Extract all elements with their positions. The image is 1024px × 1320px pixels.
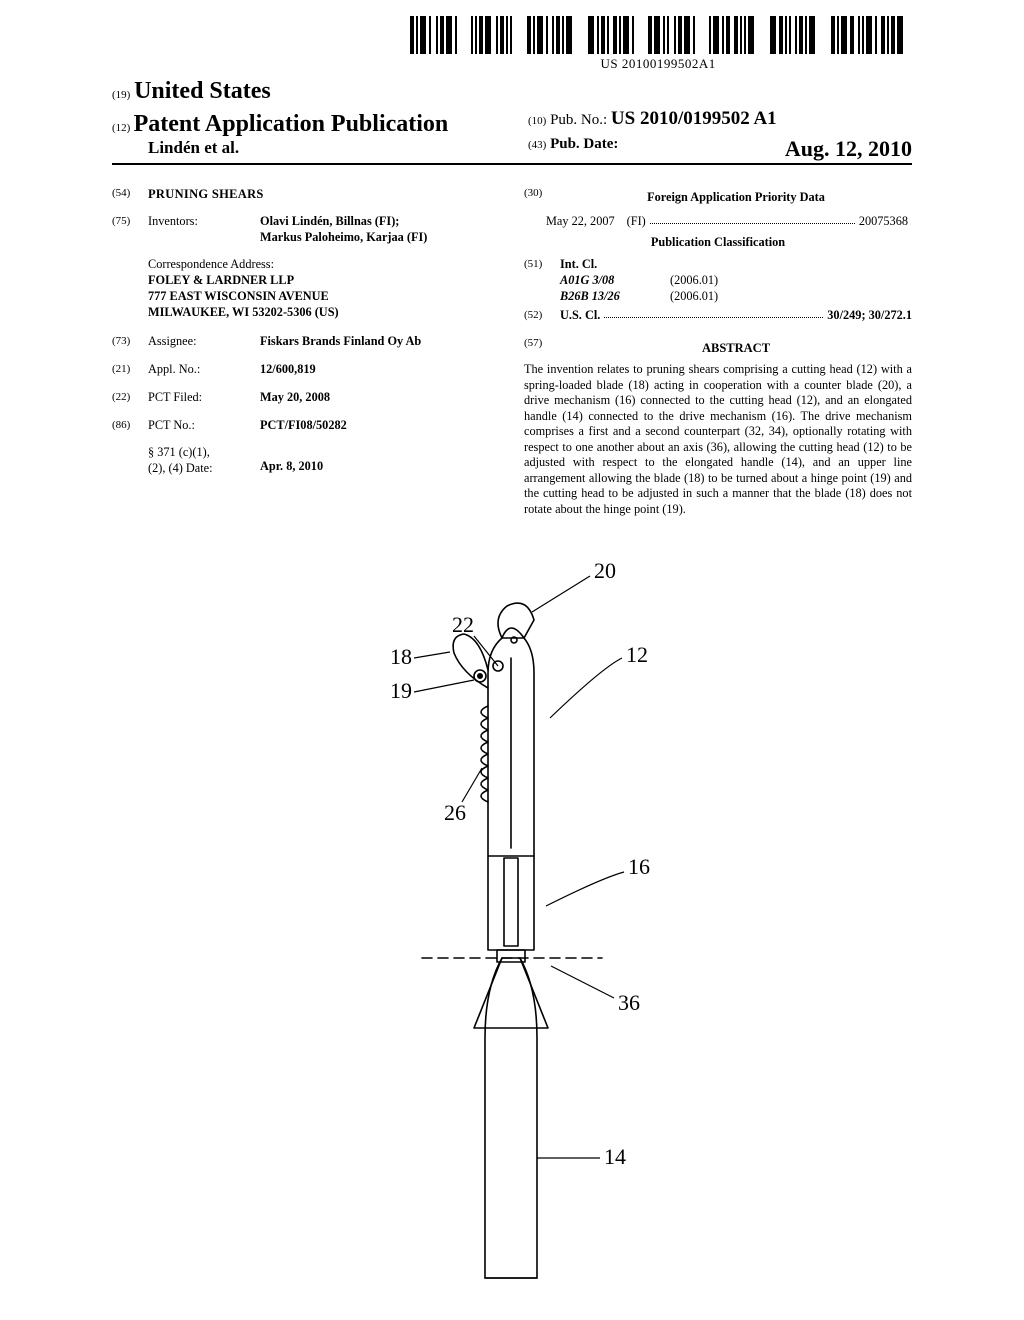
pubno: US 2010/0199502 A1 bbox=[611, 108, 777, 129]
pubdate: Aug. 12, 2010 bbox=[785, 136, 912, 162]
pct-filed-code: (22) bbox=[112, 390, 148, 406]
assignee-code: (73) bbox=[112, 334, 148, 350]
biblio-columns: (54) PRUNING SHEARS (75) Inventors: Olav… bbox=[112, 186, 912, 517]
appl-label: Appl. No.: bbox=[148, 362, 260, 378]
foreign-date: May 22, 2007 bbox=[546, 214, 615, 230]
corr-line-2: 777 EAST WISCONSIN AVENUE bbox=[148, 289, 500, 305]
figure-svg: 20 12 18 19 22 26 16 36 14 bbox=[302, 558, 722, 1288]
assignee: Fiskars Brands Finland Oy Ab bbox=[260, 334, 500, 350]
fig-label-18: 18 bbox=[390, 644, 412, 669]
intcl-2: B26B 13/26 bbox=[560, 289, 670, 305]
dotted-leader-2 bbox=[604, 308, 823, 318]
corr-label: Correspondence Address: bbox=[148, 257, 500, 273]
intcl-1-ver: (2006.01) bbox=[670, 273, 718, 287]
fig-label-19: 19 bbox=[390, 678, 412, 703]
inventors-label: Inventors: bbox=[148, 214, 260, 245]
intcl-label: Int. Cl. bbox=[560, 257, 597, 273]
s371-pad bbox=[112, 445, 148, 476]
foreign-code: (30) bbox=[524, 186, 560, 212]
header: (19) United States (12) Patent Applicati… bbox=[112, 78, 912, 162]
inventors-code: (75) bbox=[112, 214, 148, 245]
pubclass-title: Publication Classification bbox=[524, 235, 912, 251]
foreign-country: (FI) bbox=[627, 214, 646, 230]
fig-label-16: 16 bbox=[628, 854, 650, 879]
inventors: Olavi Lindén, Billnas (FI); Markus Paloh… bbox=[260, 214, 500, 245]
pubno-code: (10) bbox=[528, 115, 546, 127]
appl-code: (21) bbox=[112, 362, 148, 378]
abstract-body: The invention relates to pruning shears … bbox=[524, 362, 912, 517]
pub-type-code: (12) bbox=[112, 122, 130, 134]
uscl: 30/249; 30/272.1 bbox=[827, 308, 912, 324]
pubno-label: Pub. No.: bbox=[550, 112, 607, 128]
pubdate-label: Pub. Date: bbox=[550, 136, 618, 152]
dotted-leader bbox=[650, 214, 855, 224]
country-code: (19) bbox=[112, 89, 130, 101]
right-column: (30) Foreign Application Priority Data M… bbox=[524, 186, 912, 517]
pct-no-label: PCT No.: bbox=[148, 418, 260, 434]
pct-filed: May 20, 2008 bbox=[260, 390, 500, 406]
fig-label-14: 14 bbox=[604, 1144, 626, 1169]
pct-filed-label: PCT Filed: bbox=[148, 390, 260, 406]
intcl-list: A01G 3/08(2006.01) B26B 13/26(2006.01) bbox=[560, 273, 912, 304]
invention-title: PRUNING SHEARS bbox=[148, 186, 264, 202]
barcode-graphic bbox=[410, 16, 906, 54]
pub-type: Patent Application Publication bbox=[134, 111, 449, 137]
fig-label-36: 36 bbox=[618, 990, 640, 1015]
foreign-num: 20075368 bbox=[859, 214, 908, 230]
s371-date: Apr. 8, 2010 bbox=[260, 445, 500, 476]
intcl-2-ver: (2006.01) bbox=[670, 289, 718, 303]
assignee-label: Assignee: bbox=[148, 334, 260, 350]
corr-line-3: MILWAUKEE, WI 53202-5306 (US) bbox=[148, 305, 500, 321]
abstract-code: (57) bbox=[524, 336, 560, 360]
barcode-number: US 20100199502A1 bbox=[410, 56, 906, 72]
fig-label-12: 12 bbox=[626, 642, 648, 667]
fig-label-22: 22 bbox=[452, 612, 474, 637]
uscl-label: U.S. Cl. bbox=[560, 308, 600, 324]
intcl-1: A01G 3/08 bbox=[560, 273, 670, 289]
country-name: United States bbox=[134, 78, 271, 104]
title-code: (54) bbox=[112, 186, 148, 202]
left-column: (54) PRUNING SHEARS (75) Inventors: Olav… bbox=[112, 186, 500, 517]
pct-no-code: (86) bbox=[112, 418, 148, 434]
uscl-code: (52) bbox=[524, 308, 560, 324]
header-rule bbox=[112, 163, 912, 165]
s371-label: § 371 (c)(1), (2), (4) Date: bbox=[148, 445, 260, 476]
correspondence-address: Correspondence Address: FOLEY & LARDNER … bbox=[148, 257, 500, 320]
fig-label-26: 26 bbox=[444, 800, 466, 825]
abstract-title: ABSTRACT bbox=[560, 340, 912, 356]
pubdate-code: (43) bbox=[528, 139, 546, 151]
barcode-block: US 20100199502A1 bbox=[410, 16, 906, 72]
authors-line: Lindén et al. bbox=[148, 138, 496, 158]
appl-no: 12/600,819 bbox=[260, 362, 500, 378]
fig-label-20: 20 bbox=[594, 558, 616, 583]
foreign-priority-row: May 22, 2007 (FI) 20075368 bbox=[528, 214, 908, 230]
foreign-title: Foreign Application Priority Data bbox=[560, 190, 912, 206]
figure: 20 12 18 19 22 26 16 36 14 bbox=[0, 558, 1024, 1288]
corr-line-1: FOLEY & LARDNER LLP bbox=[148, 273, 500, 289]
intcl-code: (51) bbox=[524, 257, 560, 273]
pct-no: PCT/FI08/50282 bbox=[260, 418, 500, 434]
